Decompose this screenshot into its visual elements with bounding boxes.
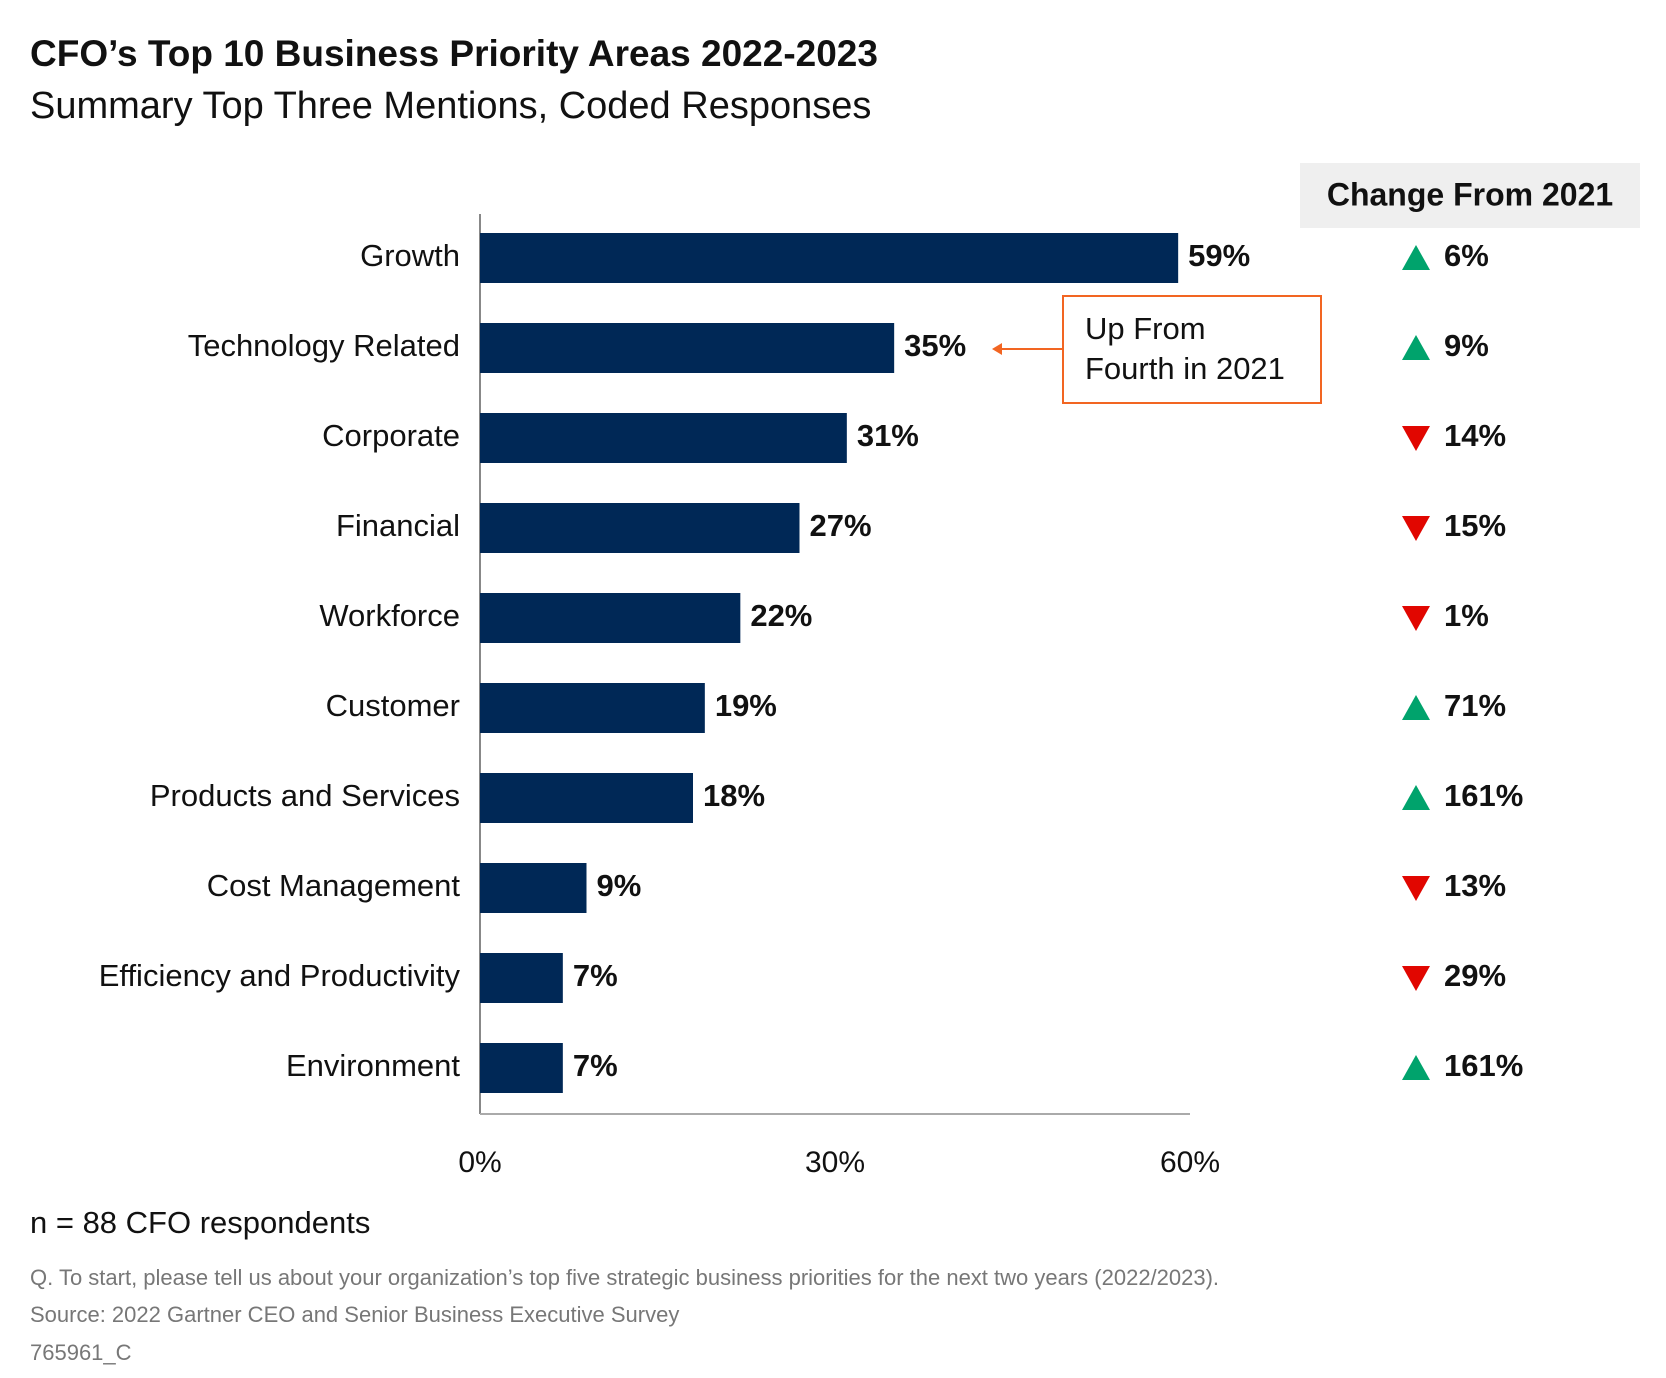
change-label: 13%	[1444, 868, 1506, 903]
bar	[480, 1043, 563, 1093]
category-label: Workforce	[319, 598, 460, 633]
up-arrow	[1402, 335, 1430, 360]
change-header-box	[1300, 163, 1640, 228]
x-tick-label: 30%	[805, 1146, 865, 1179]
value-label: 9%	[597, 868, 642, 903]
up-arrow	[1402, 785, 1430, 810]
note: n = 88 CFO respondents	[30, 1205, 370, 1240]
value-label: 35%	[904, 328, 966, 363]
chart-subtitle: Summary Top Three Mentions, Coded Respon…	[30, 85, 871, 127]
annotation-box	[1062, 295, 1322, 404]
change-label: 6%	[1444, 238, 1489, 273]
change-label: 9%	[1444, 328, 1489, 363]
bar	[480, 503, 800, 553]
question: Q. To start, please tell us about your o…	[30, 1265, 1219, 1290]
down-arrow	[1402, 606, 1430, 631]
category-label: Corporate	[322, 418, 460, 453]
category-label: Growth	[360, 238, 460, 273]
value-label: 7%	[573, 1048, 618, 1083]
down-arrow	[1402, 966, 1430, 991]
x-tick-label: 0%	[458, 1146, 501, 1179]
value-label: 22%	[750, 598, 812, 633]
annotation-arrowhead	[992, 343, 1002, 355]
category-label: Products and Services	[150, 778, 460, 813]
value-label: 31%	[857, 418, 919, 453]
chart-title: CFO’s Top 10 Business Priority Areas 202…	[30, 33, 878, 74]
change-label: 1%	[1444, 598, 1489, 633]
down-arrow	[1402, 876, 1430, 901]
up-arrow	[1402, 695, 1430, 720]
category-label: Customer	[326, 688, 460, 723]
category-label: Environment	[286, 1048, 460, 1083]
bar	[480, 773, 693, 823]
change-label: 71%	[1444, 688, 1506, 723]
change-label: 161%	[1444, 778, 1523, 813]
value-label: 7%	[573, 958, 618, 993]
bar	[480, 593, 741, 643]
change-label: 161%	[1444, 1048, 1523, 1083]
source: Source: 2022 Gartner CEO and Senior Busi…	[30, 1302, 679, 1327]
bar	[480, 233, 1179, 283]
change-label: 14%	[1444, 418, 1506, 453]
value-label: 27%	[810, 508, 872, 543]
value-label: 59%	[1188, 238, 1250, 273]
bar	[480, 683, 705, 733]
category-label: Cost Management	[207, 868, 461, 903]
value-label: 19%	[715, 688, 777, 723]
category-label: Financial	[336, 508, 460, 543]
category-label: Efficiency and Productivity	[99, 958, 461, 993]
x-tick-label: 60%	[1160, 1146, 1220, 1179]
chart-id: 765961_C	[30, 1340, 132, 1365]
up-arrow	[1402, 245, 1430, 270]
category-label: Technology Related	[188, 328, 460, 363]
up-arrow	[1402, 1055, 1430, 1080]
bar	[480, 323, 895, 373]
bar	[480, 863, 587, 913]
bar	[480, 953, 563, 1003]
change-header: Change From 2021	[1327, 176, 1613, 212]
annotation-text: Fourth in 2021	[1085, 351, 1285, 386]
down-arrow	[1402, 516, 1430, 541]
change-label: 15%	[1444, 508, 1506, 543]
change-label: 29%	[1444, 958, 1506, 993]
down-arrow	[1402, 426, 1430, 451]
value-label: 18%	[703, 778, 765, 813]
bar	[480, 413, 847, 463]
annotation-text: Up From	[1085, 311, 1206, 346]
